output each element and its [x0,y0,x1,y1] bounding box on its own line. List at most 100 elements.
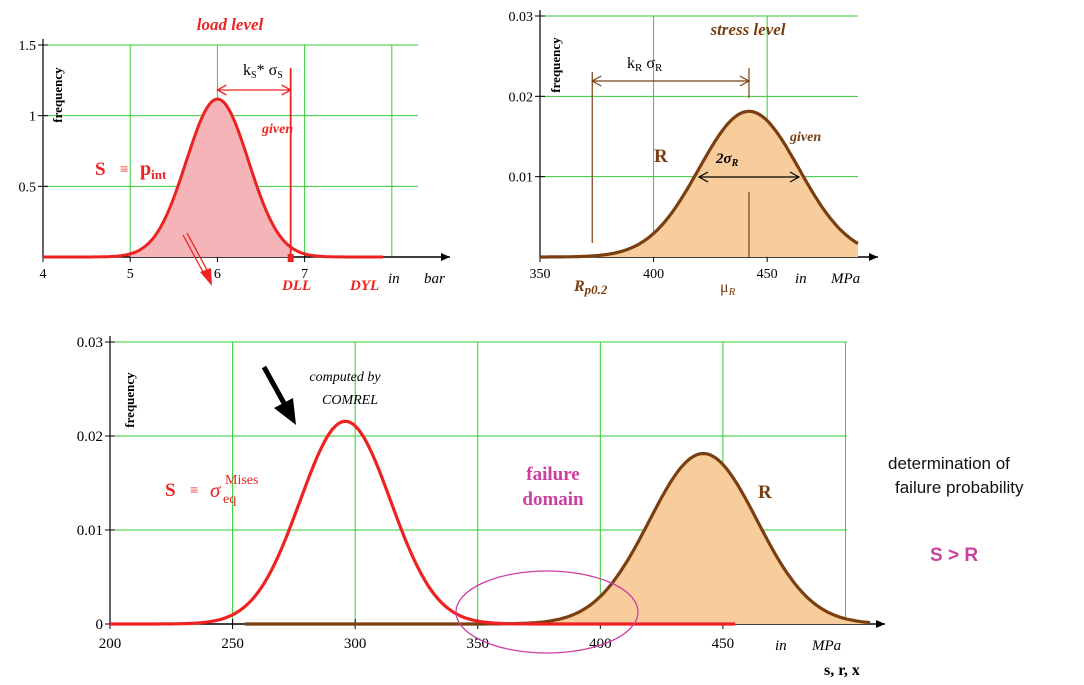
spread-arrow-head-right [281,84,293,96]
mu-main: μ [720,279,729,296]
resistance-area-fill [540,111,858,257]
x-tick-label: 350 [466,636,489,652]
equiv-sign: ≡ [120,162,128,178]
failure-label-1: failure [526,464,579,485]
computed-label-2: COMREL [322,393,378,408]
kr-arrow-head-right [739,75,751,87]
kr-sigma-sub: R [655,62,663,74]
kr-arrow-head-left [591,75,602,87]
x-unit-prefix: in [388,271,400,287]
load-area-fill [130,99,291,257]
chart-title: load level [197,15,264,34]
mu-sub: R [728,286,736,298]
variable-s: S [165,480,176,501]
kr-k: k [627,55,635,72]
symbol-pint: pint [140,158,167,182]
x-tick-label: 200 [99,636,122,652]
x-unit: bar [424,271,445,287]
failure-probability-chart: 200 250 300 350 400 450 0 0.01 0.02 0.03 frequency… [77,335,885,679]
x-axis-arrowhead [876,620,885,628]
y-tick-label: 1 [29,110,36,125]
stress-density-curve [110,419,736,626]
dll-marker [287,254,294,262]
rp-main: R [573,278,585,295]
computed-label-1: computed by [309,370,381,385]
variable-r: R [654,146,668,167]
variable-r: R [758,482,772,503]
given-label: given [789,130,821,145]
x-tick-label: 400 [643,267,664,282]
x-tick-label: 450 [712,636,735,652]
x-unit: MPa [830,271,860,287]
y-tick-label: 0.03 [77,335,103,351]
two-sigma-label: 2σR [715,151,739,169]
computed-arrow-head [274,398,296,425]
kr-label: kR σR [627,55,663,74]
x-unit-prefix: in [795,271,807,287]
load-density-curve [43,97,384,259]
y-axis-label: frequency [122,372,137,428]
failure-condition: S > R [930,545,979,566]
x-axis-arrowhead [869,253,878,261]
spread-arrow-head-left [216,84,227,96]
x-axis-variables: s, r, x [824,662,860,679]
x-unit: MPa [811,638,841,654]
spread-label: kS* σS [243,62,283,81]
chart-title: stress level [709,20,785,39]
spread-sub-s: S [251,70,257,81]
y-tick-label: 1.5 [19,39,37,54]
two-sigma-main: 2σ [715,151,733,167]
sigma-sub: eq [223,492,236,507]
y-axis-label: frequency [548,37,563,93]
shift-arrow-b [186,232,208,271]
given-label: given [261,122,293,137]
x-axis-arrowhead [441,253,450,261]
kr-k-sub: R [635,62,643,74]
y-tick-label: 0.01 [509,171,534,186]
y-tick-label: 0.03 [509,10,534,25]
failure-label-2: domain [522,489,584,510]
rp-sub: p0.2 [584,282,608,297]
y-tick-label: 0.01 [77,523,103,539]
y-tick-label: 0.5 [19,180,37,195]
failure-domain-ellipse [455,570,639,654]
symbol-p: p [140,158,151,180]
y-tick-label: 0 [96,617,104,633]
mu-label: μR [720,279,736,298]
spread-sigma: * σ [257,62,278,79]
y-tick-label: 0.02 [509,90,534,105]
variable-s: S [95,159,106,180]
side-note-line2: failure probability [895,478,1024,497]
side-note-line1: determination of [888,454,1010,473]
resistance-density-curve [540,109,859,259]
y-axis-label: frequency [50,67,65,123]
x-tick-label: 350 [530,267,551,282]
x-unit-prefix: in [775,638,787,654]
two-sigma-head-left [697,171,709,183]
x-tick-label: 4 [40,267,47,282]
computed-arrow-shaft [261,365,288,407]
spread-sub-s2: S [277,70,283,81]
two-sigma-head-right [789,171,801,183]
dll-label: DLL [281,278,311,294]
y-tick-label: 0.02 [77,429,103,445]
shift-arrow-a [182,234,204,273]
two-sigma-sub: R [731,158,739,169]
symbol-int: int [151,167,167,182]
equiv-sign: ≡ [190,483,198,499]
x-tick-label: 400 [589,636,612,652]
x-tick-label: 300 [344,636,367,652]
x-tick-label: 250 [221,636,244,652]
x-tick-label: 5 [127,267,134,282]
x-tick-label: 450 [757,267,778,282]
shift-arrow-head [200,268,212,286]
sigma-symbol: σ [210,478,222,502]
spread-k: k [243,62,251,79]
dyl-label: DYL [349,278,379,294]
kr-sigma: σ [642,55,655,72]
stress-level-chart: 350 400 450 0.01 0.02 0.03 frequency stress lev… [509,10,878,298]
x-tick-label: 7 [301,267,308,282]
rp-label: Rp0.2 [573,278,608,297]
